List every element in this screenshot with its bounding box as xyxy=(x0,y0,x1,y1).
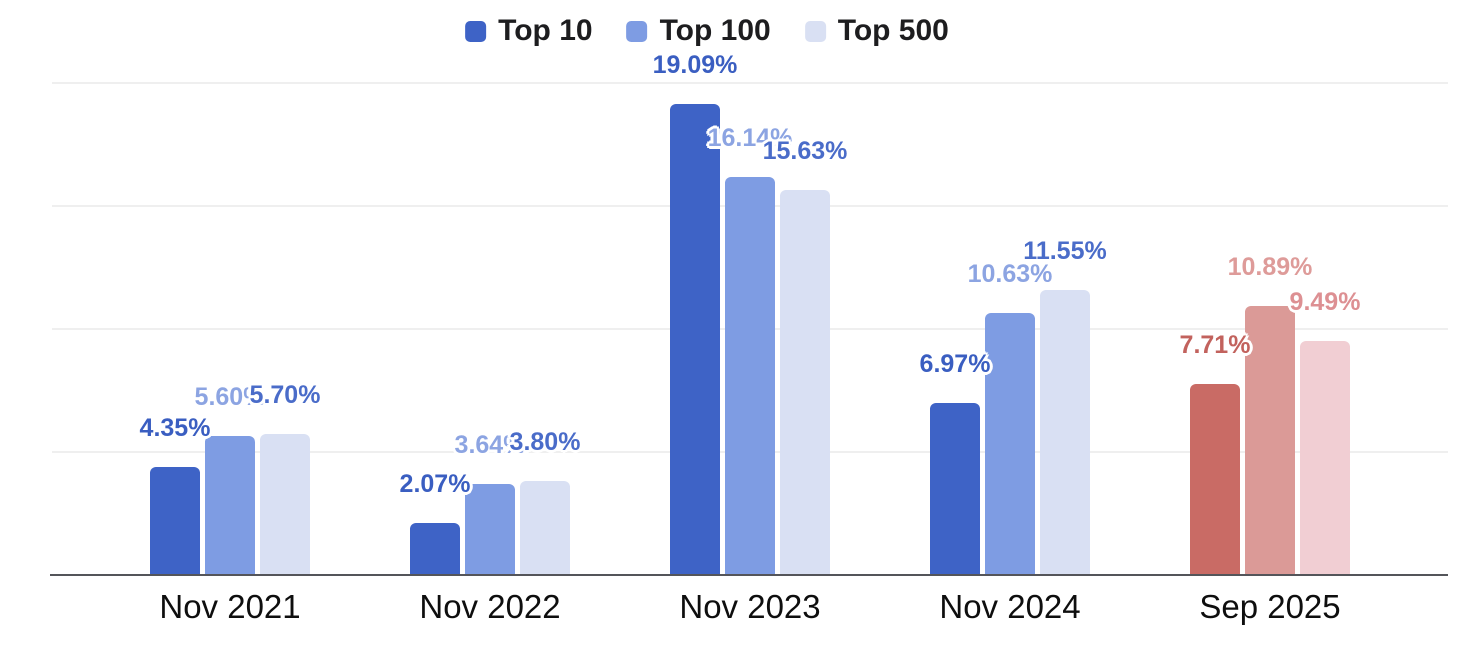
bar-top-500-nov-2023[interactable] xyxy=(780,190,830,574)
legend-item-top-10[interactable]: Top 10 xyxy=(465,14,593,47)
bar-top-10-sep-2025[interactable] xyxy=(1190,384,1240,574)
x-axis-label-nov-2021: Nov 2021 xyxy=(159,588,301,625)
data-label-top-10-nov-2024: 6.97% xyxy=(919,350,991,378)
data-label-top-10-nov-2023: 19.09% xyxy=(652,51,738,79)
bar-top-10-nov-2023[interactable] xyxy=(670,104,720,574)
legend-item-top-100[interactable]: Top 100 xyxy=(626,14,771,47)
legend-label-top-10: Top 10 xyxy=(498,14,593,47)
bar-top-100-nov-2024[interactable] xyxy=(985,313,1035,574)
chart-legend: Top 10 Top 100 Top 500 xyxy=(465,16,949,46)
data-label-top-500-nov-2023: 15.63% xyxy=(762,137,848,165)
data-label-top-10-nov-2022: 2.07% xyxy=(399,470,471,498)
data-label-top-100-sep-2025: 10.89% xyxy=(1227,253,1313,281)
data-label-top-100-nov-2023: 16.14% xyxy=(707,124,793,152)
legend-item-top-500[interactable]: Top 500 xyxy=(804,14,949,47)
x-axis-label-sep-2025: Sep 2025 xyxy=(1199,588,1341,625)
legend-swatch-top-500 xyxy=(804,20,826,42)
data-label-top-500-nov-2021: 5.70% xyxy=(249,381,321,409)
bar-top-500-sep-2025[interactable] xyxy=(1300,341,1350,574)
legend-swatch-top-100 xyxy=(626,20,648,42)
data-label-top-10-nov-2021: 4.35% xyxy=(139,414,211,442)
data-label-top-100-nov-2024: 10.63% xyxy=(967,260,1053,288)
data-label-top-10-sep-2025: 7.71% xyxy=(1179,331,1251,359)
bar-top-500-nov-2021[interactable] xyxy=(260,434,310,574)
data-label-top-100-nov-2022: 3.64% xyxy=(454,431,526,459)
bar-top-10-nov-2021[interactable] xyxy=(150,467,200,574)
bar-top-100-nov-2022[interactable] xyxy=(465,484,515,574)
x-axis-label-nov-2024: Nov 2024 xyxy=(939,588,1081,625)
x-axis-label-nov-2023: Nov 2023 xyxy=(679,588,821,625)
bar-top-10-nov-2022[interactable] xyxy=(410,523,460,574)
legend-label-top-500: Top 500 xyxy=(837,14,949,47)
data-label-top-500-sep-2025: 9.49% xyxy=(1289,288,1361,316)
gridline-20pct xyxy=(52,82,1448,84)
bar-top-500-nov-2022[interactable] xyxy=(520,481,570,574)
x-axis-line xyxy=(50,574,1448,576)
bar-top-100-nov-2021[interactable] xyxy=(205,436,255,574)
bar-top-10-nov-2024[interactable] xyxy=(930,403,980,574)
data-label-top-500-nov-2024: 11.55% xyxy=(1023,237,1107,265)
data-label-top-500-nov-2022: 3.80% xyxy=(509,428,581,456)
legend-label-top-100: Top 100 xyxy=(659,14,771,47)
bar-top-100-nov-2023[interactable] xyxy=(725,177,775,574)
legend-swatch-top-10 xyxy=(465,20,487,42)
x-axis-label-nov-2022: Nov 2022 xyxy=(419,588,561,625)
data-label-top-100-nov-2021: 5.60% xyxy=(194,383,266,411)
bar-top-500-nov-2024[interactable] xyxy=(1040,290,1090,574)
bar-top-100-sep-2025[interactable] xyxy=(1245,306,1295,574)
